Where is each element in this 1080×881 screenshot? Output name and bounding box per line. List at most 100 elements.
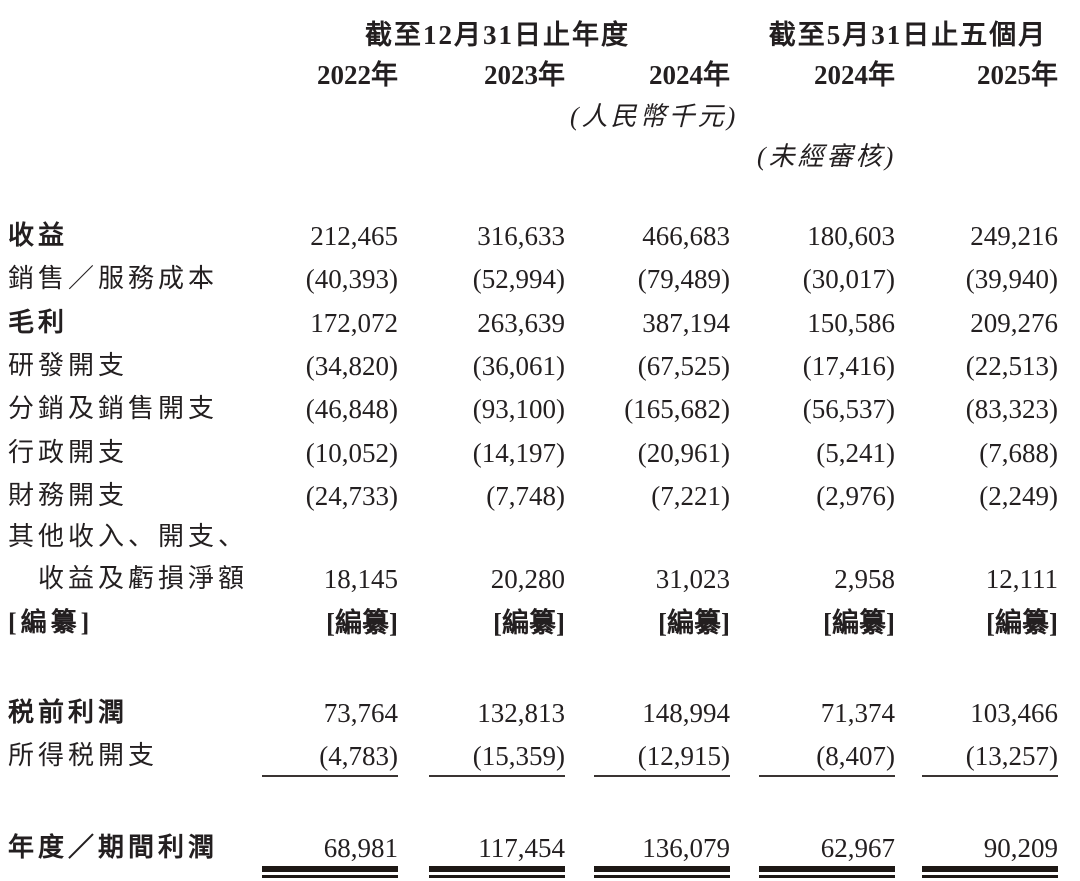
cell-value: 209,276 [970, 308, 1058, 338]
cell-empty [895, 90, 1058, 132]
unit-note-row: (人民幣千元) [8, 90, 1058, 132]
cell-value: (83,323) [965, 394, 1058, 424]
unaudited-note-row: (未經審核) [8, 132, 1058, 172]
cell-empty [398, 132, 565, 172]
cell-value: (40,393) [305, 264, 398, 294]
row-label: 財務開支 [8, 481, 129, 510]
cell-value: [編纂] [326, 608, 398, 638]
double-underline-rule [922, 866, 1058, 878]
cell-empty [8, 863, 233, 881]
cell-empty [233, 90, 398, 132]
row-label: 行政開支 [8, 438, 129, 467]
row-other-income-expenses-line1: 其他收入、開支、 [8, 511, 1058, 552]
cell-empty [233, 132, 398, 172]
cell-value: 73,764 [323, 698, 398, 728]
double-underline-rule [594, 866, 730, 878]
cell-empty [8, 0, 233, 50]
cell-empty [565, 511, 730, 552]
spacer [8, 172, 1058, 208]
cell-value: (34,820) [305, 351, 398, 381]
cell-value: (5,241) [816, 438, 895, 468]
single-underline-rule [922, 775, 1058, 777]
group-header-row: 截至12月31日止年度 截至5月31日止五個月 [8, 0, 1058, 50]
thin-bar [262, 875, 398, 878]
cell-empty [8, 132, 233, 172]
spacer [8, 783, 1058, 829]
row-label: 研發開支 [8, 351, 129, 380]
cell-value: [編纂] [986, 608, 1058, 638]
row-label: 毛利 [8, 308, 69, 337]
cell-value: 212,465 [310, 221, 398, 251]
cell-empty [8, 771, 233, 783]
cell-empty [565, 132, 730, 172]
cell-value: (2,976) [816, 481, 895, 511]
cell-value: 387,194 [642, 308, 730, 338]
row-cost-of-sales-services: 銷售／服務成本 (40,393) (52,994) (79,489) (30,0… [8, 251, 1058, 294]
cell-value: 316,633 [477, 221, 565, 251]
cell-empty [8, 50, 233, 90]
cell-value: 249,216 [970, 221, 1058, 251]
double-underline-rule [429, 866, 565, 878]
cell-value: 71,374 [820, 698, 895, 728]
cell-value: 12,111 [985, 564, 1058, 594]
single-underline-rule [262, 775, 398, 777]
spacer [8, 638, 1058, 684]
cell-empty [730, 511, 895, 552]
row-distribution-selling-expenses: 分銷及銷售開支 (46,848) (93,100) (165,682) (56,… [8, 381, 1058, 424]
thick-bar [594, 866, 730, 872]
group-header-annual: 截至12月31日止年度 [365, 20, 630, 50]
cell-value: (7,748) [486, 481, 565, 511]
row-label: 分銷及銷售開支 [8, 394, 219, 423]
year-header-2024-interim: 2024年 [814, 60, 895, 90]
row-finance-expenses: 財務開支 (24,733) (7,748) (7,221) (2,976) (2… [8, 468, 1058, 511]
cell-value: (4,783) [319, 741, 398, 771]
cell-value: (10,052) [305, 438, 398, 468]
unaudited-note: (未經審核) [757, 142, 897, 171]
thick-bar [429, 866, 565, 872]
cell-value: (22,513) [965, 351, 1058, 381]
row-gross-profit: 毛利 172,072 263,639 387,194 150,586 209,2… [8, 294, 1058, 338]
cell-empty [233, 511, 398, 552]
cell-value: (8,407) [816, 741, 895, 771]
cell-value: 117,454 [478, 833, 565, 863]
cell-empty [398, 511, 565, 552]
income-statement-table: 截至12月31日止年度 截至5月31日止五個月 2022年 2023年 2024… [8, 0, 1058, 881]
cell-value: 2,958 [834, 564, 895, 594]
cell-value: (67,525) [637, 351, 730, 381]
total-rule-row [8, 863, 1058, 881]
cell-value: (30,017) [802, 264, 895, 294]
cell-value: 20,280 [490, 564, 565, 594]
thick-bar [922, 866, 1058, 872]
cell-value: (15,359) [472, 741, 565, 771]
row-rd-expenses: 研發開支 (34,820) (36,061) (67,525) (17,416)… [8, 338, 1058, 381]
subtotal-rule-row [8, 771, 1058, 783]
cell-value: (12,915) [637, 741, 730, 771]
row-revenue: 收益 212,465 316,633 466,683 180,603 249,2… [8, 208, 1058, 251]
row-profit-for-period: 年度／期間利潤 68,981 117,454 136,079 62,967 90… [8, 829, 1058, 863]
row-label: 所得税開支 [8, 741, 159, 770]
single-underline-rule [594, 775, 730, 777]
cell-empty [398, 90, 565, 132]
year-header-2022: 2022年 [317, 60, 398, 90]
cell-empty [895, 511, 1058, 552]
cell-value: 180,603 [807, 221, 895, 251]
cell-value: 62,967 [820, 833, 895, 863]
row-label: [編纂] [8, 608, 94, 637]
cell-value: 466,683 [642, 221, 730, 251]
year-header-2023: 2023年 [484, 60, 565, 90]
cell-value: 18,145 [323, 564, 398, 594]
thick-bar [759, 866, 895, 872]
row-profit-before-tax: 税前利潤 73,764 132,813 148,994 71,374 103,4… [8, 684, 1058, 728]
row-admin-expenses: 行政開支 (10,052) (14,197) (20,961) (5,241) … [8, 424, 1058, 468]
cell-value: 150,586 [807, 308, 895, 338]
row-label: 其他收入、開支、 [8, 522, 249, 551]
cell-value: 132,813 [477, 698, 565, 728]
row-label: 收益 [8, 221, 69, 250]
double-underline-rule [759, 866, 895, 878]
cell-value: (14,197) [472, 438, 565, 468]
year-header-row: 2022年 2023年 2024年 2024年 2025年 [8, 50, 1058, 90]
cell-value: (46,848) [305, 394, 398, 424]
double-underline-rule [262, 866, 398, 878]
cell-value: [編纂] [493, 608, 565, 638]
cell-value: (39,940) [965, 264, 1058, 294]
